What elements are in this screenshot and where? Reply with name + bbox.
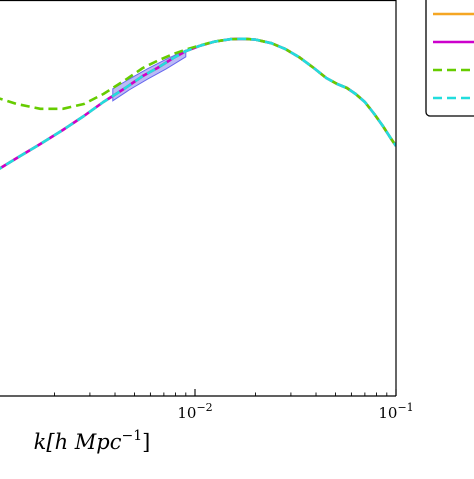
plot-area: [0, 37, 396, 170]
x-tick-label: 10−2: [177, 401, 212, 422]
x-axis-label: k[h Mpc−1]: [34, 428, 151, 454]
series-line-4: [0, 37, 396, 170]
x-axis-label-main: k[h Mpc: [34, 430, 122, 454]
x-axis-label-close: ]: [142, 430, 150, 454]
x-axis-label-exponent: −1: [121, 428, 142, 444]
legend-frame: [425, 0, 474, 117]
series-line-3: [0, 37, 396, 147]
axes: 310−210−1k[h Mpc−1]: [0, 0, 414, 454]
x-tick-label-exponent: −1: [397, 401, 413, 414]
x-tick-label: 10−1: [378, 401, 413, 422]
x-tick-label-base: 10: [378, 404, 397, 422]
series-line-1: [0, 37, 396, 170]
series-line-2: [0, 37, 396, 170]
legend: [425, 0, 474, 117]
x-tick-label-base: 10: [177, 404, 196, 422]
plot-clip-group: [0, 37, 396, 170]
x-tick-label-exponent: −2: [196, 401, 212, 414]
